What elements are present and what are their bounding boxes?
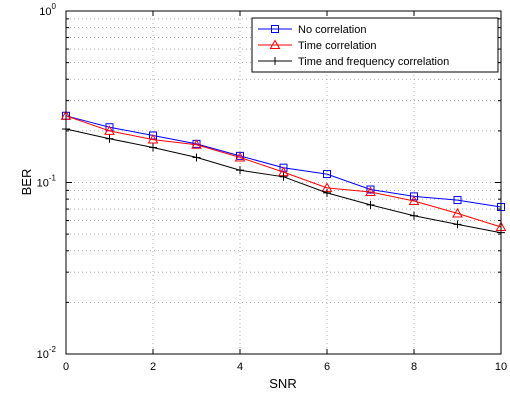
x-tick-label: 8: [411, 361, 417, 373]
data-point: [104, 125, 115, 135]
legend-marker: [271, 57, 279, 65]
grid-lines: [66, 11, 501, 354]
legend-marker: [271, 25, 279, 33]
data-point: [366, 200, 375, 209]
data-point: [279, 163, 288, 172]
data-point: [410, 211, 418, 220]
data-point: [410, 192, 418, 201]
legend-label: Time and frequency correlation: [298, 56, 449, 68]
data-point: [234, 151, 246, 162]
x-tick-label: 0: [63, 361, 69, 373]
legend-item: Time correlation: [258, 39, 376, 52]
data-point: [147, 134, 159, 144]
data-point: [452, 207, 463, 218]
series-layer: [60, 110, 507, 237]
data-point: [408, 195, 420, 206]
y-tick-label: 100: [39, 2, 56, 18]
data-point: [323, 170, 331, 179]
data-point: [453, 220, 462, 229]
data-point: [191, 139, 202, 149]
x-tick-label: 4: [237, 361, 243, 373]
data-point: [365, 186, 376, 197]
data-point: [192, 153, 201, 162]
series-line: [65, 115, 502, 208]
data-point: [105, 134, 114, 143]
series-line: [65, 128, 502, 234]
y-axis-label: BER: [19, 169, 34, 196]
x-axis-label: SNR: [269, 376, 296, 391]
data-point: [279, 172, 288, 181]
x-tick-label: 10: [495, 361, 507, 373]
data-point: [323, 188, 331, 197]
data-point: [149, 143, 157, 152]
data-point: [236, 166, 244, 175]
y-tick-label: 10-2: [37, 345, 57, 361]
y-tick-label: 10-1: [37, 174, 57, 190]
x-tick-label: 6: [324, 361, 330, 373]
legend: No correlation Time correlation Time and f…: [251, 17, 499, 73]
data-point: [453, 196, 462, 205]
series-0: [62, 111, 505, 211]
axis-ticks: 0 2 4 6 8 10 10-2 10-1 100: [37, 2, 508, 373]
series-2: [62, 125, 505, 237]
legend-item: No correlation: [258, 24, 366, 36]
legend-label: Time correlation: [298, 40, 376, 52]
x-tick-label: 2: [150, 361, 156, 373]
data-point: [149, 131, 157, 140]
legend-label: No correlation: [298, 24, 366, 36]
legend-marker: [269, 39, 281, 49]
data-point: [366, 185, 375, 194]
legend-box: [251, 17, 499, 73]
legend-item: Time and frequency correlation: [258, 56, 449, 68]
series-line: [65, 115, 502, 228]
